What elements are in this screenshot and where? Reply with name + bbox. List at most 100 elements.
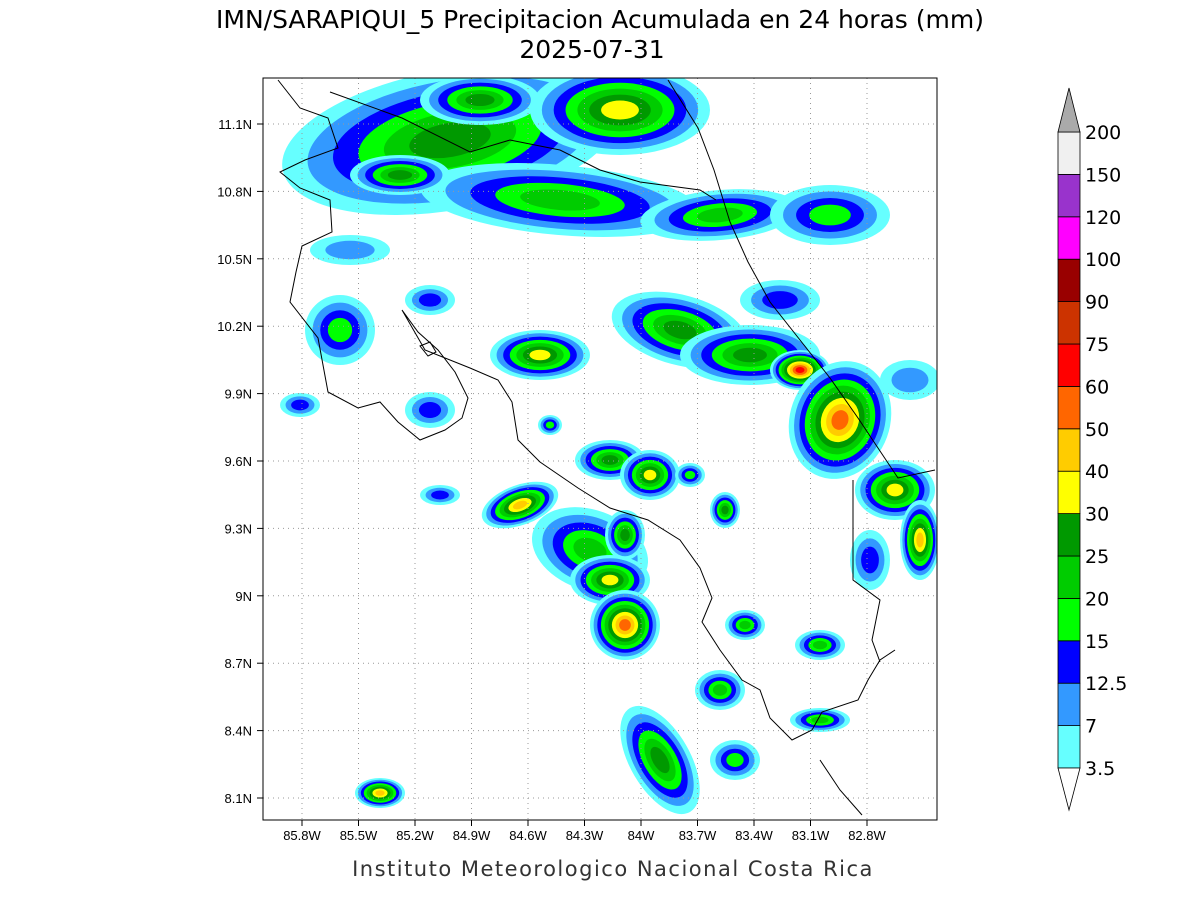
colorbar-segment (1057, 598, 1081, 642)
rain-contour (726, 753, 744, 767)
rain-contour (431, 490, 449, 500)
rain-contour (325, 240, 375, 260)
title: IMN/SARAPIQUI_5 Precipitacion Acumulada … (216, 5, 984, 34)
lon-label: 83.7W (679, 828, 717, 843)
grid (263, 78, 937, 820)
colorbar-label: 120 (1085, 207, 1121, 229)
rain-contour (387, 170, 413, 180)
colorbar-segment (1057, 513, 1081, 557)
colorbar-label: 30 (1085, 504, 1109, 526)
rain-contour (697, 207, 743, 223)
lon-label: 84.6W (509, 828, 547, 843)
rain-contour (409, 121, 491, 159)
lon-label: 85.2W (396, 828, 434, 843)
date: 2025-07-31 (519, 35, 664, 64)
lat-label: 10.8N (217, 184, 252, 199)
lat-label: 9.3N (225, 521, 252, 536)
rain-contour (650, 746, 670, 774)
rain-contour (886, 483, 904, 497)
lat-label: 10.5N (217, 252, 252, 267)
lat-label: 9.9N (225, 387, 252, 402)
rain-contour (916, 532, 924, 548)
colorbar-label: 25 (1085, 546, 1109, 568)
rain-contour (418, 402, 442, 418)
colorbar-over (1057, 87, 1081, 133)
colorbar-label: 60 (1085, 376, 1109, 398)
colorbar-label: 12.5 (1085, 673, 1127, 695)
rain-contour (619, 619, 631, 631)
lat-label: 8.1N (225, 791, 252, 806)
lon-label: 82.8W (848, 828, 886, 843)
rain-contour (327, 317, 353, 343)
lon-label: 85.8W (283, 828, 321, 843)
rain-contour (831, 410, 849, 430)
precipitation-field (280, 78, 937, 815)
colorbar-segment (1057, 131, 1081, 175)
colorbar-label: 40 (1085, 461, 1109, 483)
lat-label: 8.7N (225, 656, 252, 671)
colorbar-segment (1057, 725, 1081, 769)
rain-contour (620, 528, 630, 542)
rain-contour (465, 93, 495, 107)
lon-label: 83.4W (735, 828, 773, 843)
lon-label: 84.3W (566, 828, 604, 843)
lon-label: 83.1W (792, 828, 830, 843)
rain-contour (512, 500, 528, 510)
lon-label: 84W (628, 828, 655, 843)
lat-label: 9.6N (225, 454, 252, 469)
colorbar-segment (1057, 216, 1081, 260)
rain-contour (809, 204, 851, 226)
rain-contour (861, 546, 879, 574)
rain-contour (795, 366, 805, 374)
rain-contour (721, 505, 729, 515)
footer: Instituto Meteorologico Nacional Costa R… (352, 857, 874, 881)
rain-contour (545, 421, 555, 429)
rain-contour (601, 455, 619, 465)
nicoya-island (419, 341, 437, 357)
colorbar-label: 20 (1085, 588, 1109, 610)
colorbar: 3.5 7 12.5 15 20 25 30 40 50 60 75 90 100 120 150 200 (1057, 87, 1127, 812)
rain-contour (811, 716, 829, 724)
lat-label: 8.4N (225, 724, 252, 739)
colorbar-label: 100 (1085, 249, 1121, 271)
lon-label: 84.9W (453, 828, 491, 843)
rain-contour (375, 790, 385, 796)
rain-contour (891, 367, 929, 393)
rain-contour (762, 291, 798, 309)
colorbar-segment (1057, 640, 1081, 684)
rain-contour (529, 349, 551, 361)
colorbar-segment (1057, 173, 1081, 218)
lat-label: 9N (235, 589, 252, 604)
colorbar-label: 75 (1085, 334, 1109, 356)
rain-contour (733, 347, 767, 363)
colorbar-label: 3.5 (1085, 758, 1115, 780)
border (329, 91, 881, 816)
colorbar-segment (1057, 301, 1081, 345)
lat-label: 11.1N (218, 117, 252, 132)
coastlines (277, 79, 936, 816)
colorbar-label: 7 (1085, 716, 1097, 738)
colorbar-segment (1057, 428, 1081, 472)
rain-contour (520, 189, 600, 211)
colorbar-label: 150 (1085, 164, 1121, 186)
colorbar-segment (1057, 682, 1081, 727)
rain-contour (684, 470, 696, 480)
colorbar-segment (1057, 470, 1081, 515)
lon-label: 85.5W (340, 828, 378, 843)
colorbar-label: 50 (1085, 419, 1109, 441)
rain-contour (601, 100, 639, 120)
rain-contour (812, 640, 828, 650)
colorbar-segment (1057, 258, 1081, 303)
colorbar-segment (1057, 555, 1081, 599)
colorbar-segment (1057, 343, 1081, 387)
pacific-coast (277, 79, 896, 741)
rain-contour (291, 399, 309, 411)
rain-contour (601, 574, 619, 586)
colorbar-label: 200 (1085, 122, 1121, 144)
rain-contour (663, 320, 697, 340)
colorbar-segment (1057, 385, 1081, 430)
caribbean-coast (667, 79, 936, 479)
rain-contour (712, 684, 728, 696)
rain-contour (643, 469, 657, 481)
